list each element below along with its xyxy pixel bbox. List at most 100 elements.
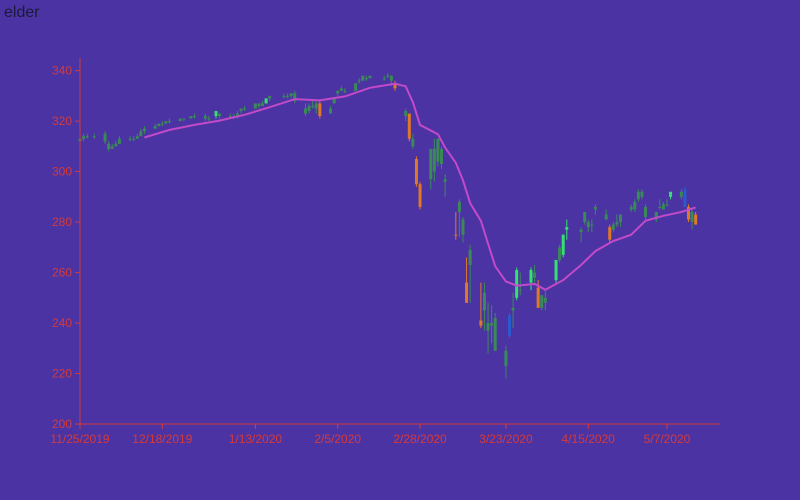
candlestick <box>658 199 662 210</box>
candlestick <box>615 214 619 228</box>
candle-body <box>665 204 669 206</box>
candle-body <box>515 270 519 298</box>
candlestick <box>633 199 637 212</box>
candlestick <box>508 312 512 339</box>
candle-body <box>468 249 472 265</box>
candle-body <box>364 78 368 80</box>
candlestick <box>332 98 336 104</box>
candlestick <box>640 189 644 200</box>
candle-body <box>142 128 146 132</box>
candle-body <box>518 290 522 292</box>
candlestick <box>357 78 361 84</box>
candlestick <box>253 103 257 109</box>
candle-body <box>540 295 544 308</box>
candle-body <box>257 103 261 106</box>
candle-body <box>343 90 347 92</box>
candle-body <box>436 138 440 162</box>
candlestick <box>157 123 161 127</box>
candlestick <box>636 189 640 202</box>
candlestick <box>457 199 461 238</box>
candle-body <box>694 214 698 225</box>
candlestick <box>694 211 698 225</box>
candle-body <box>411 138 415 147</box>
candle-body <box>404 111 408 117</box>
candle-body <box>486 323 490 331</box>
y-tick-label: 240 <box>52 316 72 330</box>
candlestick <box>443 174 447 197</box>
candlestick-series <box>78 73 698 379</box>
candle-body <box>633 201 637 210</box>
x-tick-label: 1/13/2020 <box>229 432 283 446</box>
candle-body <box>554 259 558 281</box>
candle-body <box>239 108 243 112</box>
candle-body <box>368 75 372 79</box>
candle-body <box>690 211 694 223</box>
candle-body <box>590 224 594 226</box>
candlestick <box>540 295 544 311</box>
candle-body <box>303 108 307 114</box>
candle-body <box>243 108 247 110</box>
candle-body <box>393 83 397 89</box>
candlestick <box>289 93 293 99</box>
candlestick <box>82 133 86 142</box>
candle-body <box>182 118 186 120</box>
candlestick <box>511 292 515 329</box>
candle-body <box>493 317 497 351</box>
candle-body <box>440 148 444 165</box>
candle-body <box>414 158 418 185</box>
candlestick <box>518 272 522 296</box>
candle-body <box>214 111 218 117</box>
candle-body <box>658 206 662 208</box>
candle-body <box>418 184 422 207</box>
candle-body <box>604 214 608 220</box>
candlestick <box>128 136 132 142</box>
x-tick-label: 2/5/2020 <box>314 432 361 446</box>
candlestick <box>393 80 397 91</box>
x-tick-label: 3/23/2020 <box>479 432 533 446</box>
candle-body <box>615 222 619 225</box>
candlestick <box>307 103 311 114</box>
candlestick <box>382 75 386 81</box>
candle-body <box>103 133 107 142</box>
candlestick <box>354 83 358 91</box>
candle-body <box>654 211 658 220</box>
candle-body <box>160 123 164 125</box>
candlestick <box>554 259 558 283</box>
candlestick <box>404 108 408 122</box>
candlestick <box>311 100 315 109</box>
candle-body <box>339 88 343 91</box>
candlestick <box>486 302 490 354</box>
candle-body <box>218 113 222 117</box>
candle-body <box>543 297 547 303</box>
candle-body <box>107 143 111 149</box>
candle-body <box>457 201 461 212</box>
candle-body <box>307 105 311 112</box>
candlestick <box>515 267 519 301</box>
candlestick <box>690 209 694 230</box>
candlestick <box>336 90 340 96</box>
candle-body <box>110 146 114 149</box>
candlestick <box>193 113 197 119</box>
candle-body <box>593 206 597 210</box>
candle-body <box>508 315 512 336</box>
candle-body <box>332 98 336 104</box>
candlestick <box>85 133 89 139</box>
candle-body <box>153 126 157 129</box>
candle-body <box>318 103 322 117</box>
candlestick <box>418 181 422 210</box>
candle-body <box>82 136 86 139</box>
candlestick <box>440 146 444 170</box>
candle-body <box>611 224 615 230</box>
candlestick <box>407 113 411 142</box>
candlestick <box>268 95 272 101</box>
candle-body <box>479 320 483 326</box>
candle-body <box>357 80 361 82</box>
candle-body <box>253 103 257 109</box>
candlestick <box>218 113 222 119</box>
candle-body <box>618 214 622 223</box>
candlestick <box>361 75 365 81</box>
candlestick <box>117 136 121 144</box>
candlestick <box>618 214 622 228</box>
candle-body <box>683 189 687 207</box>
candle-body <box>608 227 612 240</box>
